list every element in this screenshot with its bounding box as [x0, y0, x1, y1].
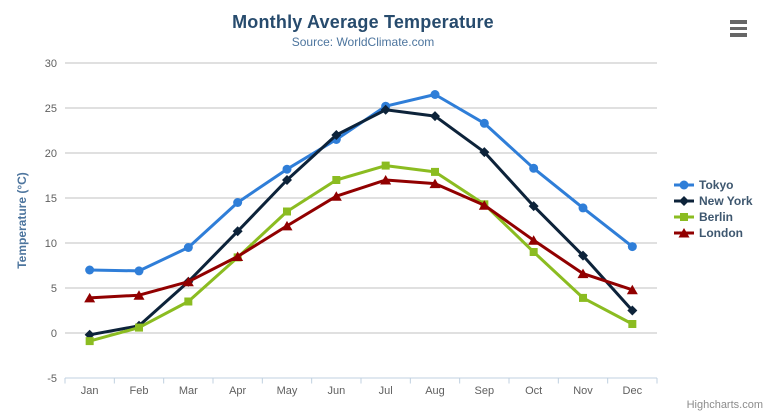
- marker-berlin[interactable]: [283, 207, 291, 216]
- marker-tokyo[interactable]: [430, 90, 440, 99]
- x-axis-label: Jan: [81, 385, 99, 397]
- marker-tokyo[interactable]: [529, 163, 539, 173]
- marker-berlin[interactable]: [529, 248, 538, 256]
- legend-marker-symbol: [680, 213, 688, 221]
- x-axis-label: Sep: [475, 385, 495, 397]
- marker-london[interactable]: [429, 178, 441, 189]
- legend-label: Berlin: [699, 210, 734, 224]
- marker-new-york[interactable]: [331, 130, 342, 140]
- y-axis-title: Temperature (°C): [15, 172, 29, 269]
- chart-title: Monthly Average Temperature: [232, 12, 494, 32]
- x-axis-label: Oct: [525, 385, 542, 397]
- marker-london[interactable]: [380, 175, 392, 185]
- credits-link[interactable]: Highcharts.com: [686, 399, 763, 411]
- y-axis-label: 10: [45, 238, 57, 250]
- marker-tokyo[interactable]: [282, 164, 292, 174]
- y-axis-label: 5: [51, 283, 57, 295]
- marker-tokyo[interactable]: [134, 266, 144, 276]
- series-line-berlin[interactable]: [88, 164, 634, 343]
- x-axis-label: Mar: [179, 385, 198, 397]
- hamburger-icon: [730, 26, 747, 31]
- marker-tokyo[interactable]: [627, 242, 637, 252]
- legend-square-icon: [674, 213, 694, 221]
- legend-item-berlin[interactable]: Berlin: [674, 209, 753, 225]
- y-axis-label: -5: [47, 373, 57, 385]
- marker-berlin[interactable]: [579, 293, 587, 302]
- marker-new-york[interactable]: [282, 175, 292, 185]
- y-axis-label: 15: [45, 193, 57, 205]
- marker-london[interactable]: [626, 284, 638, 295]
- marker-tokyo[interactable]: [183, 243, 193, 252]
- marker-london[interactable]: [330, 191, 342, 201]
- x-axis-label: Apr: [229, 385, 246, 397]
- x-axis-label: Feb: [130, 385, 149, 397]
- legend-label: Tokyo: [699, 178, 734, 192]
- marker-london[interactable]: [84, 292, 96, 303]
- legend-marker-symbol: [679, 180, 689, 190]
- marker-new-york[interactable]: [627, 305, 638, 316]
- legend-label: New York: [699, 194, 753, 208]
- marker-tokyo[interactable]: [479, 118, 489, 128]
- x-axis-label: Aug: [425, 385, 445, 397]
- marker-berlin[interactable]: [381, 161, 390, 170]
- legend-diamond-icon: [674, 196, 694, 206]
- marker-london[interactable]: [232, 251, 244, 262]
- marker-tokyo[interactable]: [233, 198, 243, 207]
- marker-london[interactable]: [281, 220, 293, 231]
- y-axis-label: 25: [45, 103, 57, 115]
- marker-london[interactable]: [478, 200, 490, 210]
- series-line-new-york[interactable]: [88, 108, 634, 337]
- y-axis-label: 0: [51, 328, 57, 340]
- hamburger-icon: [730, 33, 747, 37]
- marker-berlin[interactable]: [135, 323, 143, 332]
- marker-new-york[interactable]: [380, 104, 391, 115]
- marker-london[interactable]: [577, 268, 589, 279]
- marker-berlin[interactable]: [85, 337, 94, 346]
- x-axis-label: May: [277, 385, 298, 397]
- marker-berlin[interactable]: [431, 167, 439, 176]
- x-axis-label: Jun: [327, 385, 345, 397]
- y-axis-label: 20: [45, 148, 57, 160]
- legend-item-london[interactable]: London: [674, 225, 753, 241]
- marker-london[interactable]: [528, 235, 540, 245]
- marker-berlin[interactable]: [184, 297, 193, 306]
- legend-item-new-york[interactable]: New York: [674, 193, 753, 209]
- marker-new-york[interactable]: [232, 226, 243, 237]
- legend: Tokyo New York Berlin London: [674, 177, 753, 241]
- legend-marker-symbol: [679, 196, 689, 206]
- legend-circle-icon: [674, 180, 694, 190]
- export-menu-button[interactable]: [730, 20, 752, 37]
- legend-marker-symbol: [678, 228, 690, 238]
- chart-subtitle: Source: WorldClimate.com: [291, 35, 435, 49]
- legend-triangle-icon: [674, 228, 694, 238]
- marker-new-york[interactable]: [479, 147, 490, 158]
- marker-london[interactable]: [133, 290, 145, 300]
- x-axis-label: Nov: [573, 385, 593, 397]
- marker-new-york[interactable]: [430, 111, 440, 122]
- x-axis-label: Jul: [379, 385, 393, 397]
- legend-item-tokyo[interactable]: Tokyo: [674, 177, 753, 193]
- marker-berlin[interactable]: [332, 176, 341, 184]
- marker-new-york[interactable]: [528, 201, 539, 212]
- y-axis-label: 30: [45, 58, 57, 70]
- hamburger-icon: [730, 20, 747, 24]
- marker-berlin[interactable]: [628, 320, 637, 328]
- marker-tokyo[interactable]: [578, 203, 588, 213]
- marker-new-york[interactable]: [578, 250, 588, 261]
- x-axis-label: Dec: [623, 385, 643, 397]
- marker-tokyo[interactable]: [85, 265, 95, 275]
- legend-label: London: [699, 226, 743, 240]
- series-line-london[interactable]: [88, 178, 634, 300]
- marker-london[interactable]: [182, 276, 194, 287]
